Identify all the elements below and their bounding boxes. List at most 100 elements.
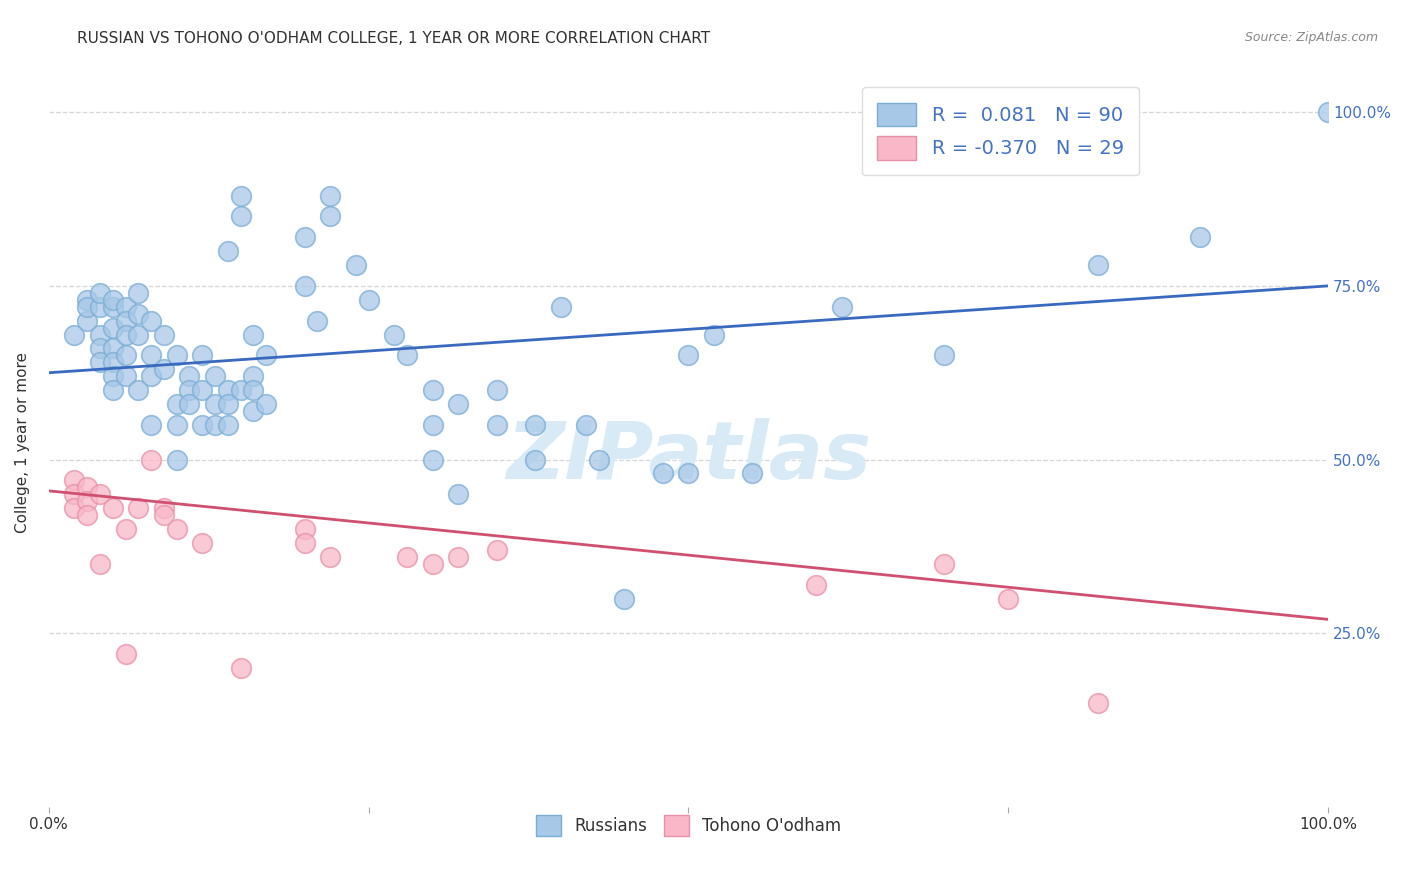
- Point: [678, 348, 700, 362]
- Point: [651, 467, 673, 481]
- Point: [204, 417, 226, 432]
- Point: [485, 417, 508, 432]
- Point: [127, 307, 149, 321]
- Point: [1317, 105, 1340, 120]
- Point: [997, 591, 1019, 606]
- Point: [319, 210, 342, 224]
- Point: [294, 536, 316, 550]
- Point: [127, 285, 149, 300]
- Point: [153, 501, 176, 516]
- Point: [114, 348, 136, 362]
- Point: [76, 480, 98, 494]
- Point: [166, 452, 188, 467]
- Point: [139, 348, 162, 362]
- Point: [76, 494, 98, 508]
- Point: [1087, 696, 1109, 710]
- Point: [101, 383, 124, 397]
- Point: [294, 278, 316, 293]
- Point: [191, 348, 214, 362]
- Point: [89, 355, 111, 369]
- Text: ZIPatlas: ZIPatlas: [506, 417, 870, 496]
- Point: [166, 522, 188, 536]
- Y-axis label: College, 1 year or more: College, 1 year or more: [15, 351, 30, 533]
- Point: [294, 522, 316, 536]
- Point: [523, 417, 546, 432]
- Point: [254, 397, 277, 411]
- Point: [166, 417, 188, 432]
- Point: [114, 369, 136, 384]
- Point: [217, 417, 239, 432]
- Point: [101, 355, 124, 369]
- Point: [254, 348, 277, 362]
- Point: [485, 542, 508, 557]
- Point: [179, 383, 201, 397]
- Point: [344, 258, 367, 272]
- Point: [63, 327, 86, 342]
- Point: [217, 383, 239, 397]
- Point: [153, 327, 176, 342]
- Point: [485, 383, 508, 397]
- Point: [114, 313, 136, 327]
- Point: [422, 383, 444, 397]
- Text: Source: ZipAtlas.com: Source: ZipAtlas.com: [1244, 31, 1378, 45]
- Point: [395, 549, 418, 564]
- Point: [89, 285, 111, 300]
- Point: [242, 327, 264, 342]
- Point: [63, 474, 86, 488]
- Point: [76, 300, 98, 314]
- Point: [139, 313, 162, 327]
- Point: [447, 487, 470, 501]
- Point: [89, 300, 111, 314]
- Point: [382, 327, 405, 342]
- Point: [550, 300, 572, 314]
- Point: [114, 300, 136, 314]
- Point: [357, 293, 380, 307]
- Point: [101, 300, 124, 314]
- Text: RUSSIAN VS TOHONO O'ODHAM COLLEGE, 1 YEAR OR MORE CORRELATION CHART: RUSSIAN VS TOHONO O'ODHAM COLLEGE, 1 YEA…: [77, 31, 710, 46]
- Point: [139, 417, 162, 432]
- Point: [153, 508, 176, 523]
- Point: [422, 557, 444, 571]
- Point: [319, 549, 342, 564]
- Point: [217, 244, 239, 259]
- Point: [114, 647, 136, 661]
- Point: [76, 313, 98, 327]
- Point: [101, 293, 124, 307]
- Legend: R =  0.081   N = 90, R = -0.370   N = 29: R = 0.081 N = 90, R = -0.370 N = 29: [862, 87, 1139, 176]
- Point: [242, 383, 264, 397]
- Point: [89, 342, 111, 356]
- Point: [217, 397, 239, 411]
- Point: [139, 452, 162, 467]
- Point: [613, 591, 636, 606]
- Point: [741, 467, 763, 481]
- Point: [422, 417, 444, 432]
- Point: [422, 452, 444, 467]
- Point: [395, 348, 418, 362]
- Point: [1189, 230, 1212, 244]
- Point: [806, 577, 828, 591]
- Point: [447, 549, 470, 564]
- Point: [229, 188, 252, 202]
- Point: [242, 404, 264, 418]
- Point: [294, 230, 316, 244]
- Point: [101, 501, 124, 516]
- Point: [934, 348, 956, 362]
- Point: [307, 313, 329, 327]
- Point: [229, 661, 252, 675]
- Point: [127, 383, 149, 397]
- Point: [101, 320, 124, 334]
- Point: [114, 522, 136, 536]
- Point: [934, 557, 956, 571]
- Point: [76, 293, 98, 307]
- Point: [127, 327, 149, 342]
- Point: [447, 397, 470, 411]
- Point: [191, 383, 214, 397]
- Point: [588, 452, 610, 467]
- Point: [191, 417, 214, 432]
- Point: [242, 369, 264, 384]
- Point: [89, 487, 111, 501]
- Point: [89, 557, 111, 571]
- Point: [575, 417, 598, 432]
- Point: [139, 369, 162, 384]
- Point: [63, 501, 86, 516]
